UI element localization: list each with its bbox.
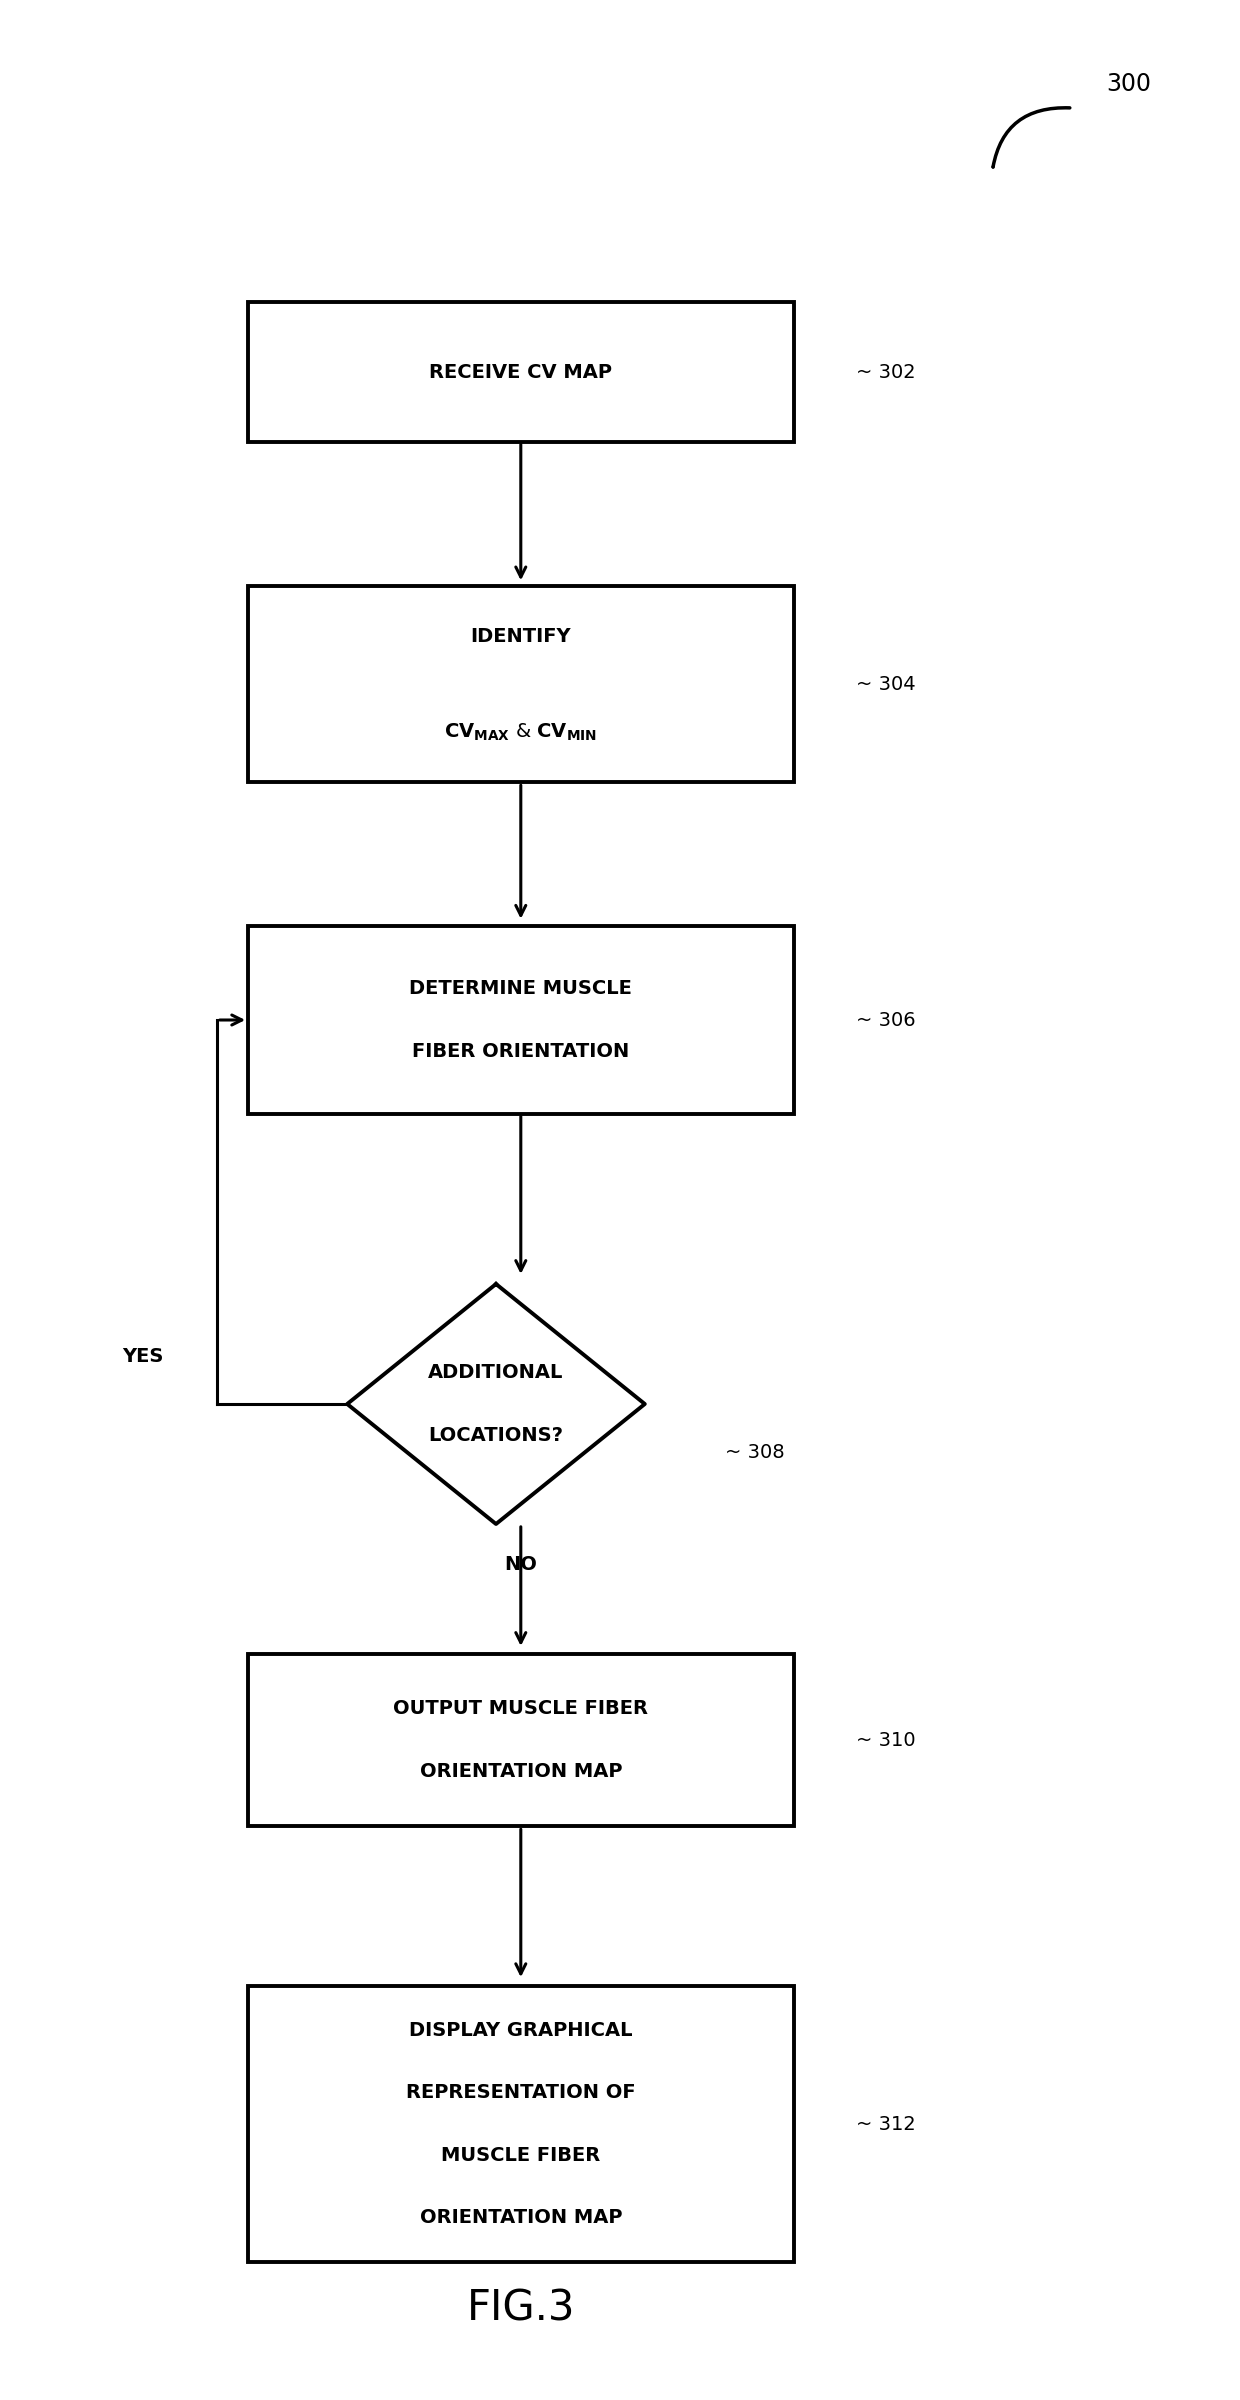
Bar — [248, 586, 794, 782]
Text: IDENTIFY: IDENTIFY — [470, 626, 572, 646]
Text: ~ 312: ~ 312 — [856, 2114, 915, 2134]
Text: ~ 310: ~ 310 — [856, 1730, 915, 1750]
Text: ORIENTATION MAP: ORIENTATION MAP — [419, 1762, 622, 1781]
Text: NO: NO — [505, 1555, 537, 1574]
FancyArrowPatch shape — [993, 108, 1070, 168]
Text: REPRESENTATION OF: REPRESENTATION OF — [405, 2083, 636, 2102]
Text: OUTPUT MUSCLE FIBER: OUTPUT MUSCLE FIBER — [393, 1699, 649, 1718]
Text: 300: 300 — [1106, 72, 1151, 96]
Bar — [248, 926, 794, 1114]
Text: RECEIVE CV MAP: RECEIVE CV MAP — [429, 362, 613, 382]
Text: ~ 306: ~ 306 — [856, 1010, 915, 1030]
Text: ORIENTATION MAP: ORIENTATION MAP — [419, 2208, 622, 2227]
Text: MUSCLE FIBER: MUSCLE FIBER — [441, 2146, 600, 2165]
Text: ~ 302: ~ 302 — [856, 362, 915, 382]
Text: LOCATIONS?: LOCATIONS? — [429, 1426, 563, 1445]
Text: ADDITIONAL: ADDITIONAL — [428, 1363, 564, 1382]
Bar — [248, 1654, 794, 1826]
Text: DETERMINE MUSCLE: DETERMINE MUSCLE — [409, 979, 632, 998]
Text: DISPLAY GRAPHICAL: DISPLAY GRAPHICAL — [409, 2021, 632, 2040]
Bar — [248, 302, 794, 442]
Text: $\mathbf{CV}_{\mathbf{MAX}}$ & $\mathbf{CV}_{\mathbf{MIN}}$: $\mathbf{CV}_{\mathbf{MAX}}$ & $\mathbf{… — [444, 722, 598, 742]
Text: FIBER ORIENTATION: FIBER ORIENTATION — [412, 1042, 630, 1061]
Text: ~ 308: ~ 308 — [725, 1442, 785, 1462]
Text: FIG.3: FIG.3 — [466, 2287, 575, 2330]
Text: YES: YES — [122, 1346, 164, 1366]
Text: ~ 304: ~ 304 — [856, 674, 915, 694]
Bar — [248, 1985, 794, 2261]
Polygon shape — [347, 1284, 645, 1524]
